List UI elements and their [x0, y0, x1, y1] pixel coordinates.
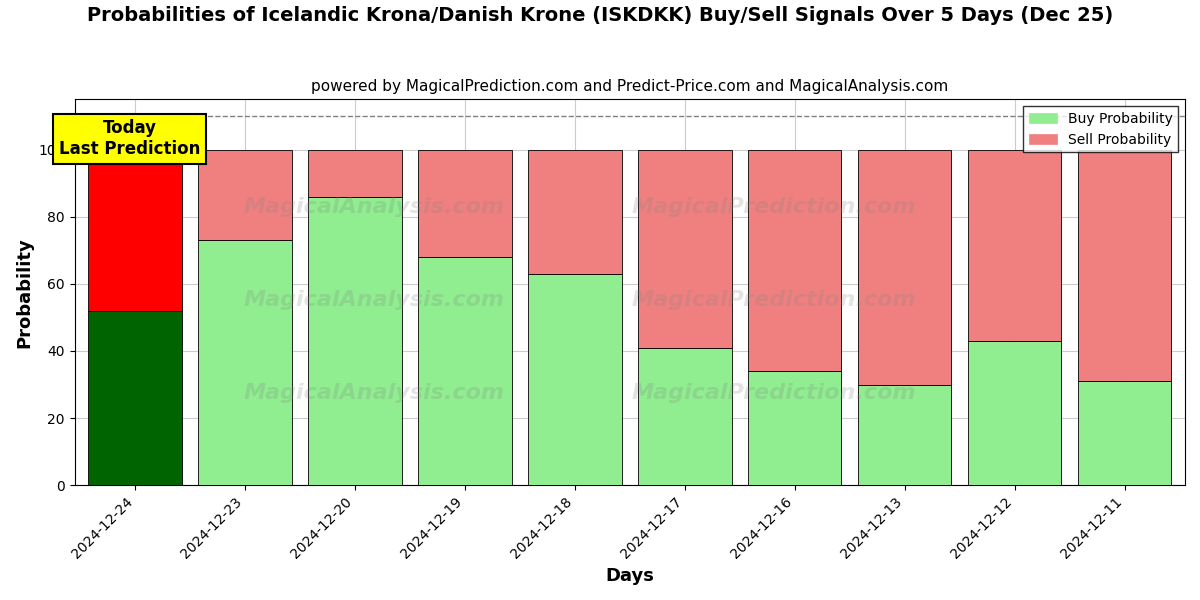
- Bar: [528, 149, 622, 274]
- Bar: [198, 240, 292, 485]
- Bar: [89, 149, 182, 311]
- Text: MagicalPrediction.com: MagicalPrediction.com: [632, 383, 917, 403]
- Bar: [858, 149, 952, 385]
- Text: Probabilities of Icelandic Krona/Danish Krone (ISKDKK) Buy/Sell Signals Over 5 D: Probabilities of Icelandic Krona/Danish …: [86, 6, 1114, 25]
- Text: MagicalAnalysis.com: MagicalAnalysis.com: [244, 197, 505, 217]
- Bar: [748, 149, 841, 371]
- Text: MagicalAnalysis.com: MagicalAnalysis.com: [244, 383, 505, 403]
- Text: MagicalPrediction.com: MagicalPrediction.com: [632, 197, 917, 217]
- Bar: [419, 149, 511, 257]
- X-axis label: Days: Days: [605, 567, 654, 585]
- Bar: [638, 347, 732, 485]
- Bar: [748, 371, 841, 485]
- Bar: [858, 385, 952, 485]
- Title: powered by MagicalPrediction.com and Predict-Price.com and MagicalAnalysis.com: powered by MagicalPrediction.com and Pre…: [311, 79, 948, 94]
- Bar: [198, 149, 292, 240]
- Text: Today
Last Prediction: Today Last Prediction: [59, 119, 200, 158]
- Bar: [968, 341, 1061, 485]
- Bar: [89, 311, 182, 485]
- Bar: [968, 149, 1061, 341]
- Bar: [1078, 149, 1171, 381]
- Bar: [1078, 381, 1171, 485]
- Text: MagicalPrediction.com: MagicalPrediction.com: [632, 290, 917, 310]
- Bar: [638, 149, 732, 347]
- Legend: Buy Probability, Sell Probability: Buy Probability, Sell Probability: [1024, 106, 1178, 152]
- Y-axis label: Probability: Probability: [16, 237, 34, 347]
- Bar: [528, 274, 622, 485]
- Bar: [308, 149, 402, 197]
- Text: MagicalAnalysis.com: MagicalAnalysis.com: [244, 290, 505, 310]
- Bar: [419, 257, 511, 485]
- Bar: [308, 197, 402, 485]
